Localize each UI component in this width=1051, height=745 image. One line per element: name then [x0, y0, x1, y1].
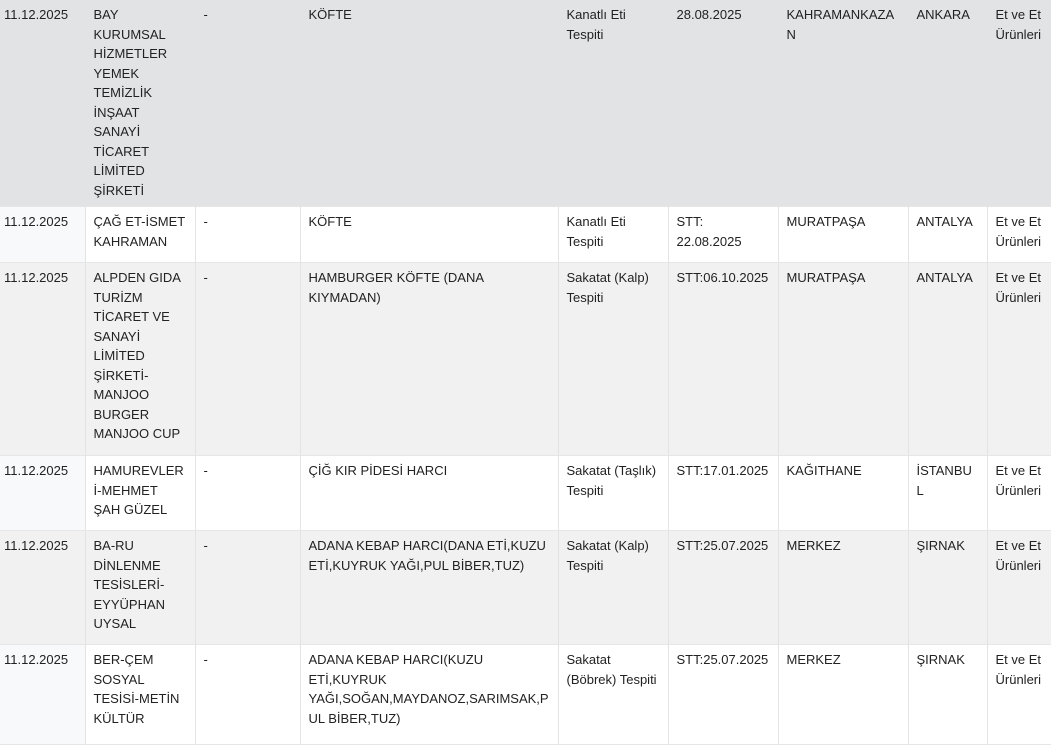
cell-batch: STT:17.01.2025: [667, 455, 778, 531]
cell-product: HAMBURGER KÖFTE (DANA KIYMADAN): [299, 262, 558, 456]
cell-district: MERKEZ: [777, 644, 908, 745]
cell-product: ÇİĞ KIR PİDESİ HARCI: [299, 455, 558, 531]
cell-city: ANTALYA: [907, 206, 987, 263]
cell-city: ANKARA: [907, 0, 987, 207]
cell-finding: Sakatat (Böbrek) Tespiti: [557, 644, 668, 745]
cell-district: KAHRAMANKAZAN: [777, 0, 908, 207]
cell-company: BA-RU DİNLENME TESİSLERİ-EYYÜPHAN UYSAL: [84, 530, 195, 645]
cell-city: ŞIRNAK: [907, 530, 987, 645]
cell-district: KAĞITHANE: [777, 455, 908, 531]
cell-product: KÖFTE: [299, 0, 558, 207]
cell-date: 11.12.2025: [0, 644, 85, 745]
table-row[interactable]: 11.12.2025 HAMUREVLERİ-MEHMET ŞAH GÜZEL - Ç…: [0, 455, 1051, 531]
cell-date: 11.12.2025: [0, 0, 85, 207]
table-row[interactable]: 11.12.2025 BA-RU DİNLENME TESİSLERİ-EYYÜP…: [0, 530, 1051, 645]
cell-company: HAMUREVLERİ-MEHMET ŞAH GÜZEL: [84, 455, 195, 531]
cell-group: Et ve Et Ürünleri: [986, 644, 1051, 745]
cell-product: ADANA KEBAP HARCI(KUZU ETİ,KUYRUK YAĞI,S…: [299, 644, 558, 745]
cell-company: ALPDEN GIDA TURİZM TİCARET VE SANAYİ LİM…: [84, 262, 195, 456]
cell-group: Et ve Et Ürünleri: [986, 455, 1051, 531]
cell-brand: -: [194, 262, 300, 456]
cell-batch: 28.08.2025: [667, 0, 778, 207]
cell-brand: -: [194, 530, 300, 645]
cell-city: ŞIRNAK: [907, 644, 987, 745]
cell-group: Et ve Et Ürünleri: [986, 206, 1051, 263]
cell-batch: STT:06.10.2025: [667, 262, 778, 456]
cell-brand: -: [194, 455, 300, 531]
cell-district: MURATPAŞA: [777, 206, 908, 263]
cell-finding: Kanatlı Eti Tespiti: [557, 0, 668, 207]
cell-product: ADANA KEBAP HARCI(DANA ETİ,KUZU ETİ,KUYR…: [299, 530, 558, 645]
cell-finding: Sakatat (Kalp) Tespiti: [557, 530, 668, 645]
cell-brand: -: [194, 206, 300, 263]
table-row[interactable]: 11.12.2025 ALPDEN GIDA TURİZM TİCARET VE …: [0, 262, 1051, 456]
cell-finding: Sakatat (Taşlık) Tespiti: [557, 455, 668, 531]
cell-batch: STT:25.07.2025: [667, 644, 778, 745]
cell-group: Et ve Et Ürünleri: [986, 530, 1051, 645]
cell-finding: Sakatat (Kalp) Tespiti: [557, 262, 668, 456]
cell-district: MURATPAŞA: [777, 262, 908, 456]
cell-date: 11.12.2025: [0, 530, 85, 645]
cell-group: Et ve Et Ürünleri: [986, 262, 1051, 456]
table-row[interactable]: 11.12.2025 BER-ÇEM SOSYAL TESİSİ-METİN KÜ…: [0, 644, 1051, 745]
table-row[interactable]: 11.12.2025 ÇAĞ ET-İSMET KAHRAMAN - KÖFTE Kan…: [0, 206, 1051, 263]
cell-brand: -: [194, 0, 300, 207]
table-row[interactable]: 11.12.2025 BAY KURUMSAL HİZMETLER YEMEK T…: [0, 0, 1051, 207]
cell-date: 11.12.2025: [0, 262, 85, 456]
cell-finding: Kanatlı Eti Tespiti: [557, 206, 668, 263]
cell-company: BER-ÇEM SOSYAL TESİSİ-METİN KÜLTÜR: [84, 644, 195, 745]
cell-city: ANTALYA: [907, 262, 987, 456]
cell-city: İSTANBUL: [907, 455, 987, 531]
cell-date: 11.12.2025: [0, 455, 85, 531]
cell-group: Et ve Et Ürünleri: [986, 0, 1051, 207]
cell-company: BAY KURUMSAL HİZMETLER YEMEK TEMİZLİK İN…: [84, 0, 195, 207]
cell-brand: -: [194, 644, 300, 745]
cell-date: 11.12.2025: [0, 206, 85, 263]
cell-district: MERKEZ: [777, 530, 908, 645]
cell-batch: STT:25.07.2025: [667, 530, 778, 645]
cell-batch: STT: 22.08.2025: [667, 206, 778, 263]
cell-company: ÇAĞ ET-İSMET KAHRAMAN: [84, 206, 195, 263]
cell-product: KÖFTE: [299, 206, 558, 263]
